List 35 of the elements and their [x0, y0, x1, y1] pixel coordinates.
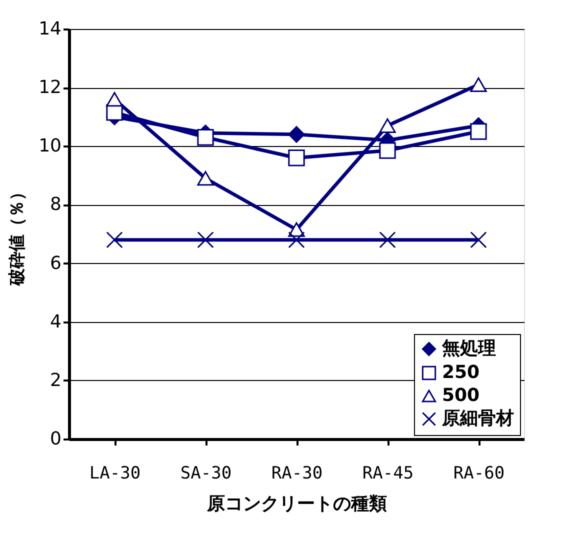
y-tick-label: 10 [38, 136, 62, 157]
point [288, 232, 305, 248]
legend-label: 原細骨材 [441, 408, 514, 429]
point [288, 126, 305, 143]
point [288, 150, 305, 166]
x-tick-label: RA-45 [362, 464, 414, 484]
x-tick-label: RA-60 [453, 464, 505, 484]
point [197, 129, 214, 146]
point [106, 104, 123, 121]
y-tick-label: 14 [38, 18, 62, 40]
y-tick-label: 4 [50, 311, 62, 332]
point [470, 123, 487, 140]
legend-label: 250 [442, 362, 480, 383]
x-axis-title: 原コンクリートの種類 [206, 494, 387, 514]
point [106, 232, 123, 248]
point [197, 171, 214, 186]
y-tick-label: 2 [50, 370, 62, 391]
x-tick-label: LA-30 [89, 464, 141, 484]
point [379, 232, 396, 248]
legend-label: 無処理 [441, 338, 496, 359]
x-tick-label: SA-30 [180, 464, 232, 484]
y-tick-label: 0 [50, 428, 62, 450]
point [197, 232, 214, 248]
point [106, 92, 123, 107]
y-tick-label: 6 [50, 252, 62, 274]
x-tick-label: RA-30 [271, 464, 323, 484]
y-tick-label: 12 [38, 77, 62, 98]
legend-label: 500 [442, 385, 480, 406]
point [379, 118, 396, 133]
point [379, 142, 396, 159]
point [470, 232, 487, 248]
point [288, 222, 305, 237]
y-axis-title: 破砕値（％） [8, 184, 28, 286]
y-tick-label: 8 [50, 194, 62, 216]
point [470, 77, 487, 92]
